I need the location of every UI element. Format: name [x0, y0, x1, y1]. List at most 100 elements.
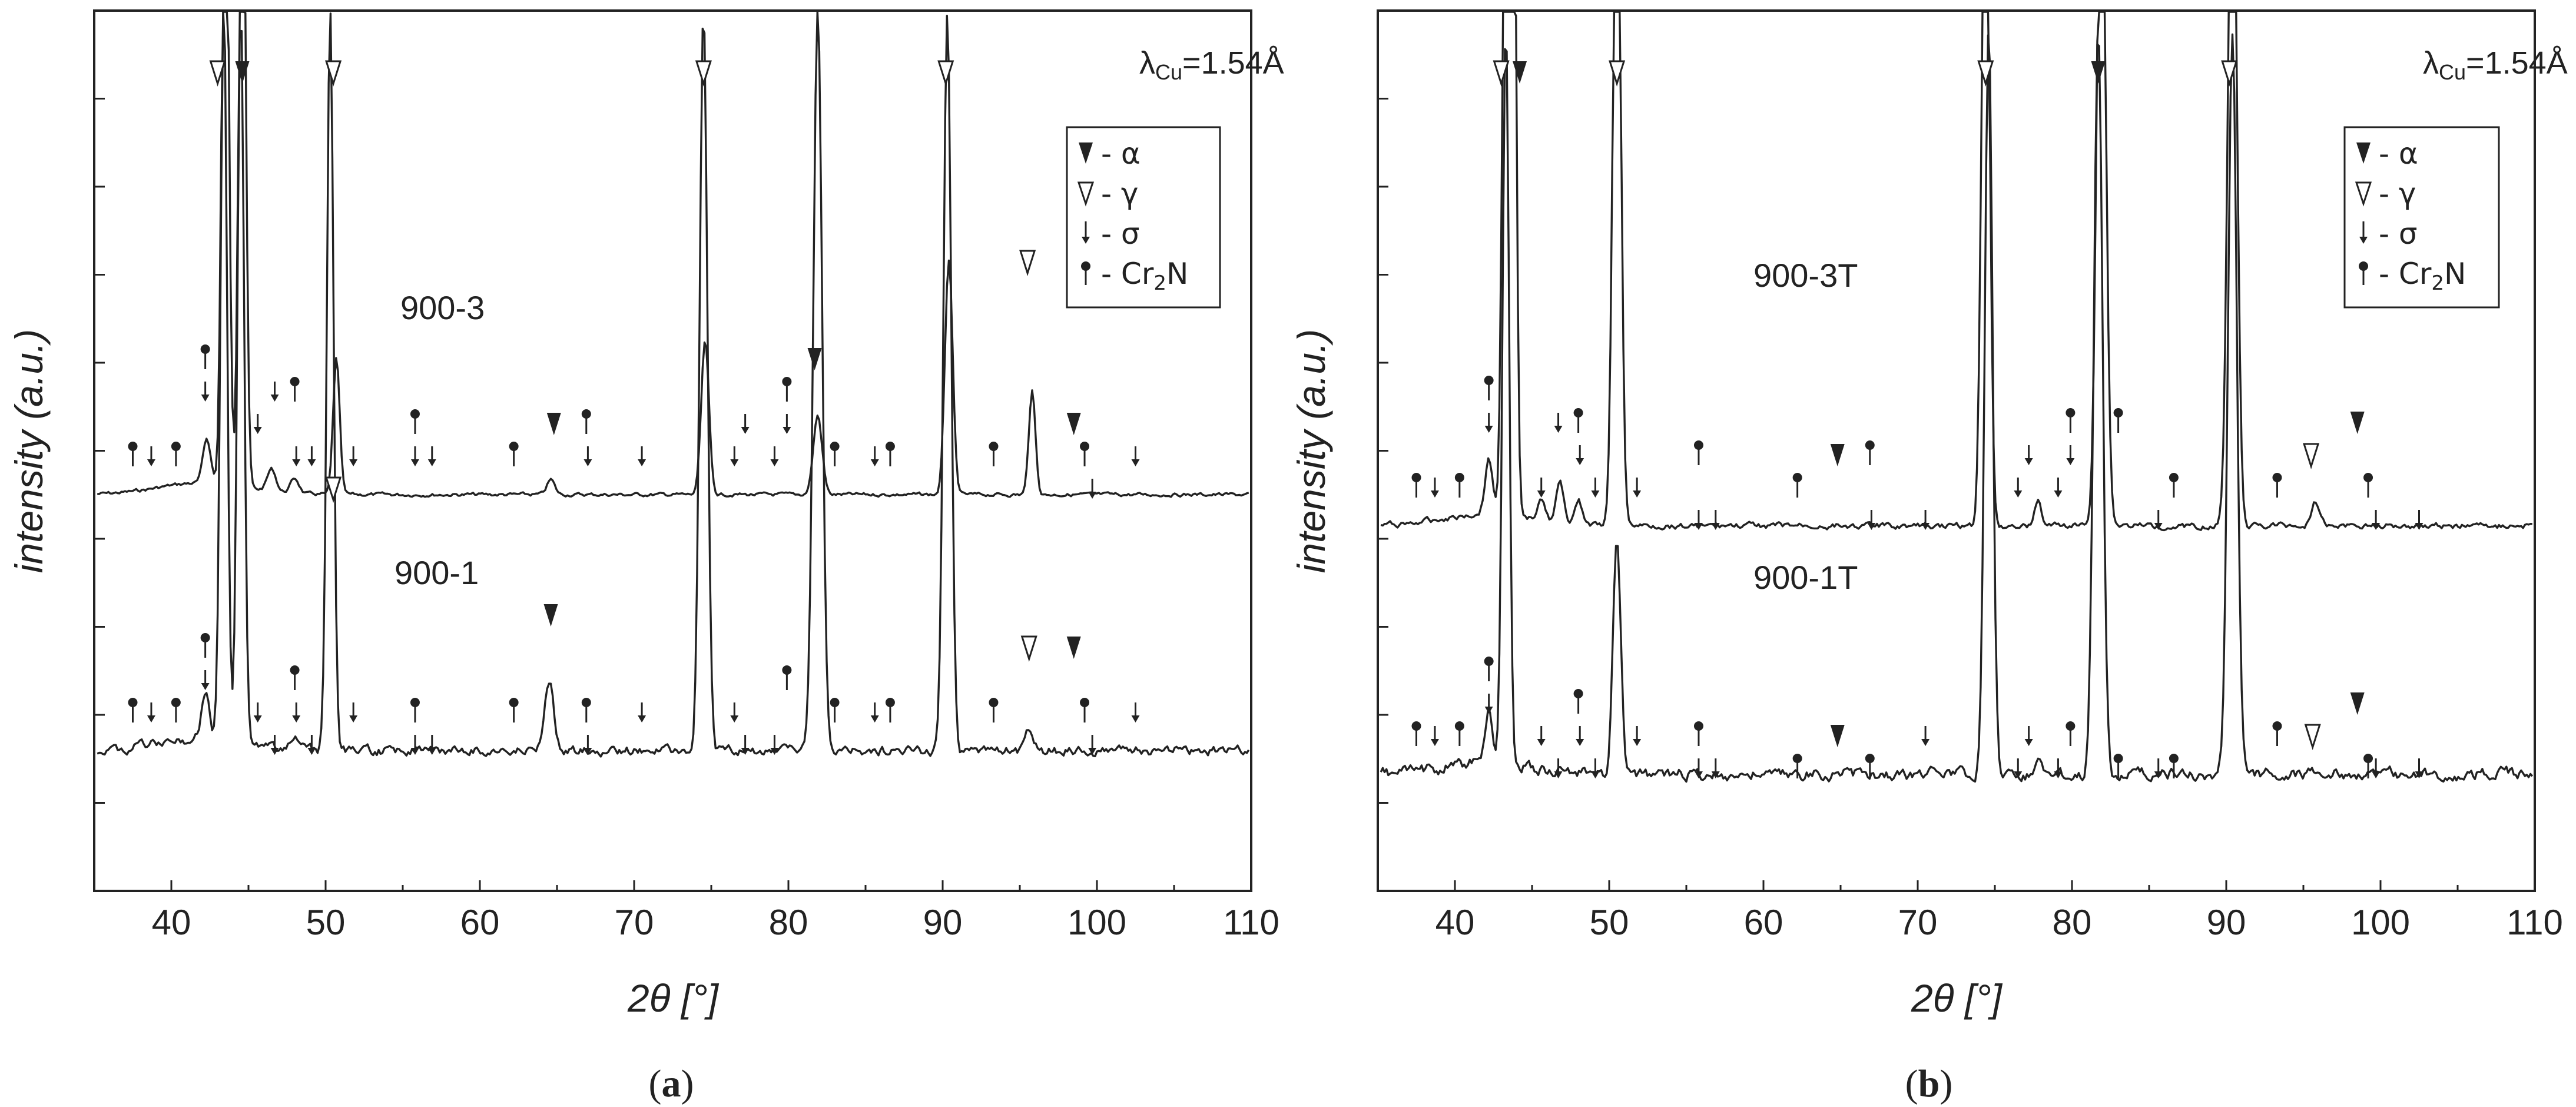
- cr2n-marker: [1792, 754, 1802, 763]
- cr2n-marker: [290, 665, 300, 675]
- gamma-marker: [325, 60, 342, 87]
- gamma-marker: [2221, 60, 2238, 87]
- cr2n-marker: [782, 377, 792, 386]
- cr2n-marker: [1865, 754, 1875, 763]
- gamma-marker: [1977, 60, 1994, 87]
- x-tick-label: 110: [2507, 903, 2563, 942]
- gamma-marker: [1019, 250, 1036, 276]
- sigma-marker: [427, 459, 436, 466]
- alpha-marker: [1066, 637, 1081, 659]
- sigma-marker: [1088, 748, 1097, 755]
- panel-b-series-label-1: 900-3T: [1753, 257, 1858, 294]
- legend-gamma-icon: [2355, 181, 2372, 207]
- legend-cr2n-icon: [1081, 261, 1090, 271]
- panel-b-caption: (b): [1905, 1062, 1953, 1105]
- sigma-marker: [201, 683, 210, 690]
- x-tick-label: 90: [2207, 903, 2246, 942]
- cr2n-marker: [1573, 408, 1583, 417]
- sigma-marker: [1711, 523, 1720, 530]
- xrd-trace-900-1T: [1380, 33, 2534, 783]
- sigma-marker: [2054, 771, 2063, 778]
- sigma-marker: [770, 459, 779, 466]
- sigma-marker: [1088, 492, 1097, 499]
- gamma-marker: [937, 60, 954, 87]
- x-tick-label: 60: [460, 903, 500, 942]
- cr2n-marker: [1080, 698, 1090, 707]
- panel-a-series-label-1: 900-3: [400, 289, 485, 326]
- alpha-marker: [546, 413, 561, 435]
- xrd-trace-900-3: [97, 11, 1249, 498]
- sigma-marker: [292, 459, 301, 466]
- x-tick-label: 40: [152, 903, 191, 942]
- legend-label: - Cr2N: [1101, 257, 1188, 295]
- cr2n-marker: [200, 633, 210, 642]
- cr2n-marker: [2113, 408, 2123, 417]
- cr2n-marker: [128, 442, 138, 451]
- panel-b-y-axis-label: intensity (a.u.): [1289, 329, 1333, 574]
- alpha-marker: [1830, 725, 1845, 747]
- cr2n-marker: [782, 665, 792, 675]
- sigma-marker: [349, 715, 358, 722]
- legend-label: - Cr2N: [2379, 257, 2466, 295]
- cr2n-marker: [581, 409, 591, 419]
- legend-sigma-head: [2359, 237, 2368, 244]
- panel-b-x-axis-label: 2θ [°]: [1911, 976, 2003, 1020]
- sigma-marker: [2415, 771, 2424, 778]
- alpha-marker: [2350, 412, 2365, 434]
- sigma-marker: [1484, 707, 1493, 714]
- cr2n-marker: [581, 698, 591, 707]
- sigma-marker: [1576, 739, 1584, 746]
- cr2n-marker: [171, 698, 181, 707]
- x-tick-label: 70: [615, 903, 654, 942]
- alpha-marker: [543, 604, 558, 627]
- panel-a-traces: [97, 11, 1250, 758]
- cr2n-marker: [1693, 721, 1703, 731]
- xrd-trace-900-3T: [1380, 11, 2532, 532]
- panel-b-wavelength: λCu=1.54Å: [2423, 45, 2568, 84]
- sigma-marker: [1537, 739, 1546, 746]
- cr2n-marker: [290, 377, 300, 386]
- cr2n-marker: [2272, 721, 2282, 731]
- sigma-marker: [1633, 490, 1642, 498]
- sigma-marker: [1867, 523, 1876, 530]
- sigma-marker: [1633, 739, 1642, 746]
- sigma-marker: [1591, 490, 1600, 498]
- gamma-marker: [325, 476, 342, 503]
- cr2n-marker: [410, 698, 420, 707]
- sigma-marker: [2054, 490, 2063, 498]
- sigma-marker: [1591, 771, 1600, 778]
- cr2n-marker: [989, 442, 999, 451]
- sigma-marker: [2154, 771, 2163, 778]
- cr2n-marker: [2169, 473, 2179, 482]
- sigma-marker: [147, 459, 155, 466]
- cr2n-marker: [410, 409, 420, 419]
- sigma-marker: [1576, 458, 1584, 465]
- sigma-marker: [1131, 715, 1140, 722]
- panel-a: 40 50 60 70 80 90 100 110 2θ [°] intensity (a.u…: [7, 9, 1284, 1105]
- sigma-marker: [410, 748, 419, 755]
- panel-b-legend: - α - γ - σ - Cr2N: [2343, 126, 2500, 309]
- cr2n-marker: [830, 442, 840, 451]
- x-tick-label: 100: [2351, 903, 2410, 942]
- x-tick-label: 110: [1223, 903, 1279, 942]
- gamma-marker: [1493, 60, 1510, 87]
- panel-a-legend-box: [1066, 126, 1221, 309]
- sigma-marker: [1554, 771, 1563, 778]
- sigma-marker: [638, 715, 647, 722]
- cr2n-marker: [200, 344, 210, 354]
- cr2n-marker: [1693, 440, 1703, 450]
- panel-a-wavelength: λCu=1.54Å: [1139, 45, 1284, 84]
- cr2n-marker: [2363, 754, 2373, 763]
- cr2n-marker: [1573, 689, 1583, 698]
- panel-a-phase-markers: [128, 60, 1140, 755]
- cr2n-marker: [885, 698, 895, 707]
- sigma-marker: [1921, 739, 1930, 746]
- cr2n-marker: [1411, 473, 1421, 482]
- sigma-marker: [730, 715, 739, 722]
- cr2n-marker: [830, 698, 840, 707]
- sigma-marker: [741, 748, 750, 755]
- cr2n-marker: [885, 442, 895, 451]
- panel-b: 40 50 60 70 80 90 100 110 2θ [°] intensity (a.u…: [1289, 9, 2568, 1105]
- cr2n-marker: [1454, 473, 1464, 482]
- x-tick-label: 50: [306, 903, 346, 942]
